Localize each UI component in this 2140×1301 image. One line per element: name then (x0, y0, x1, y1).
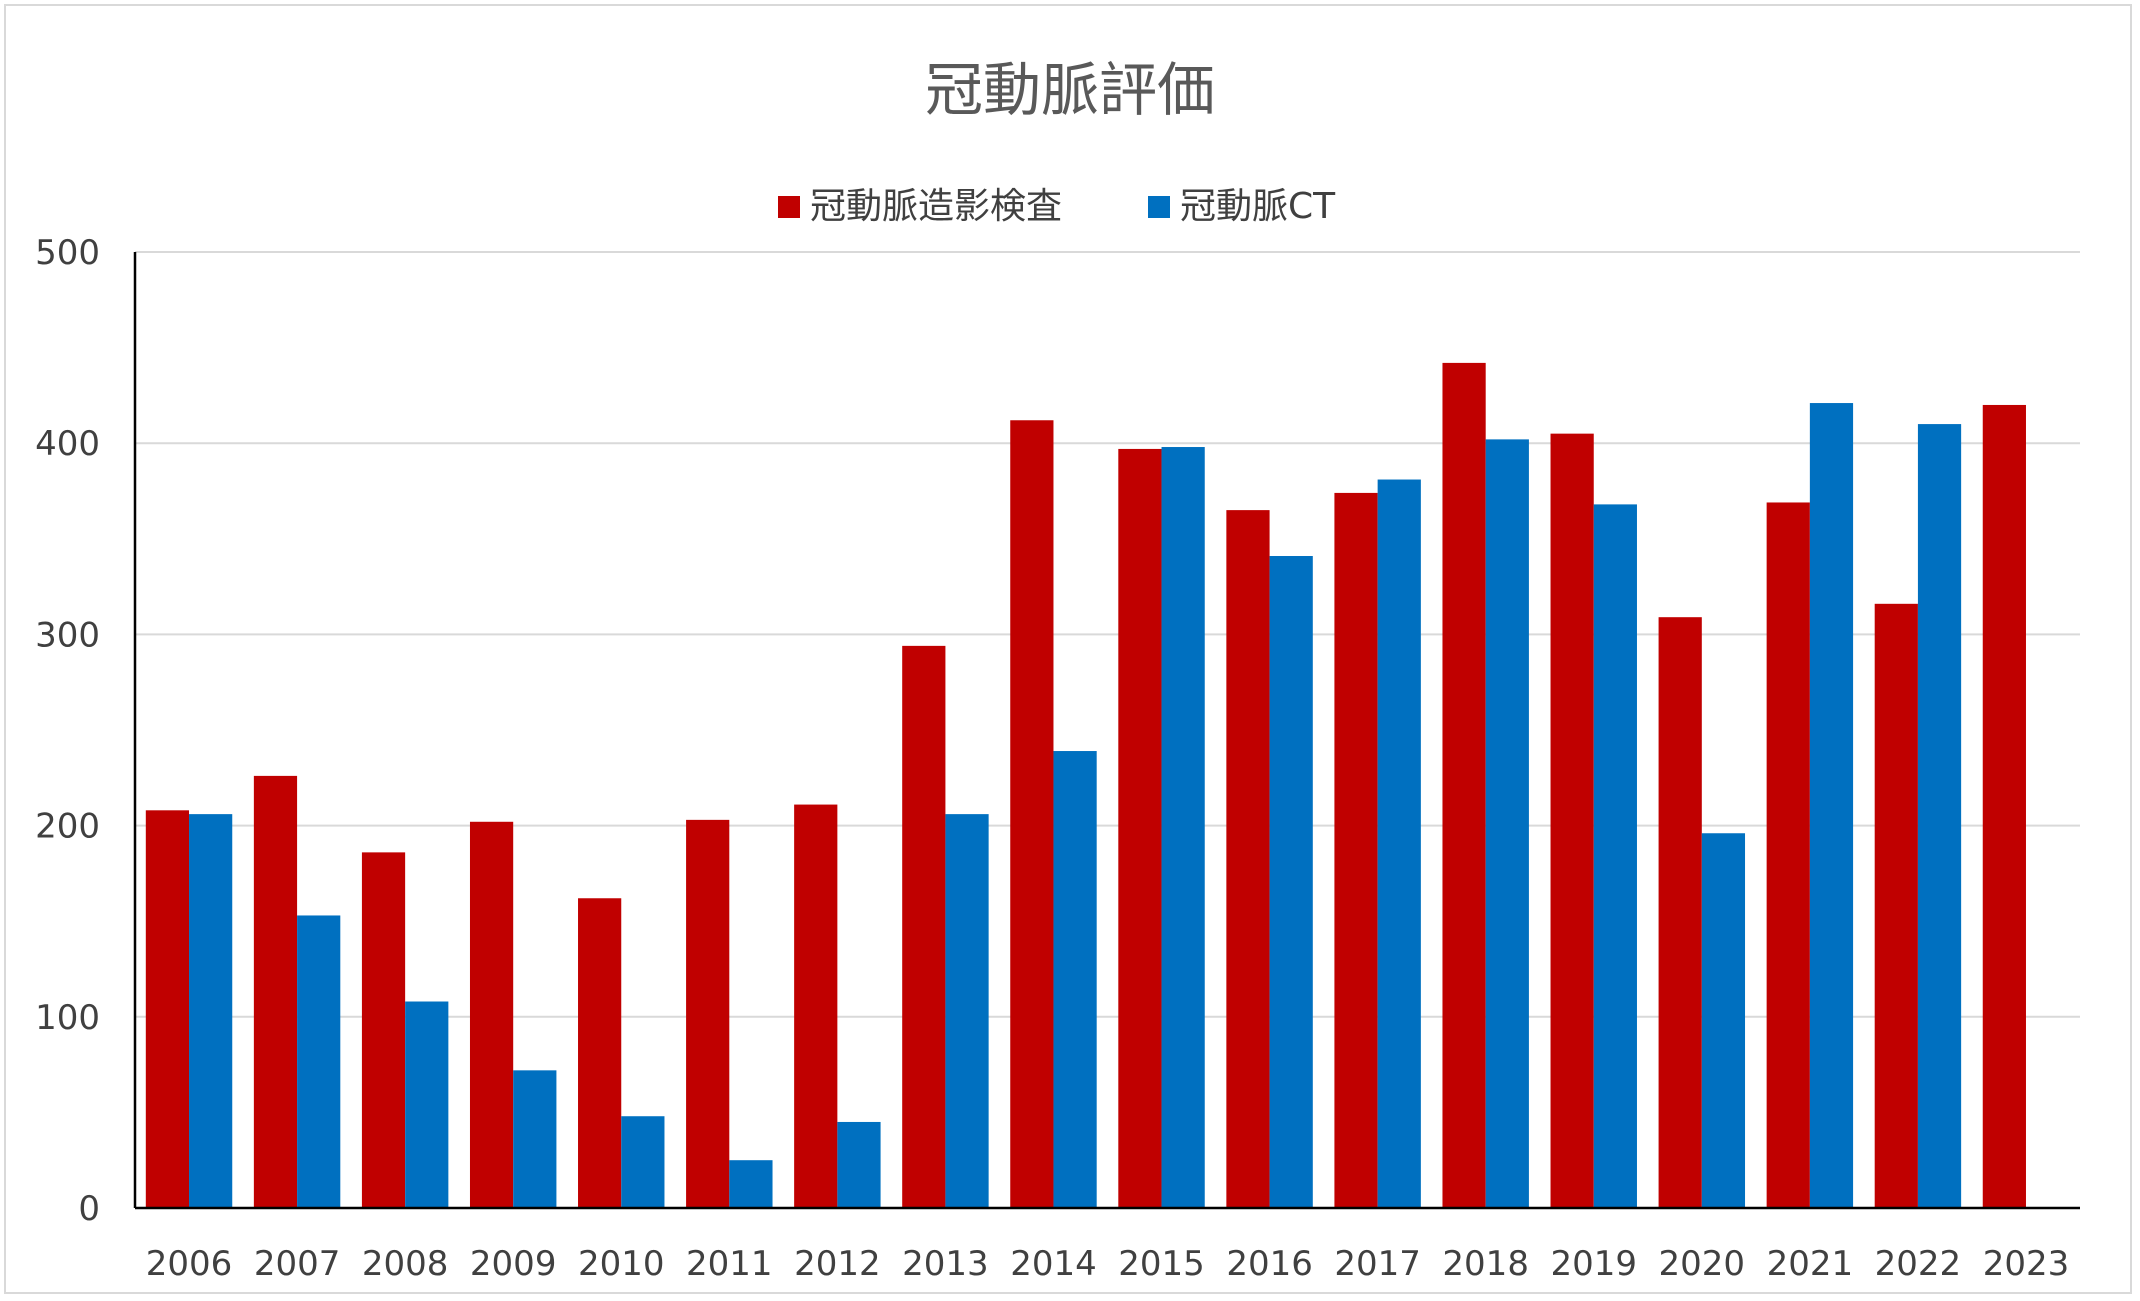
bar-angiography-2009 (469, 821, 514, 1208)
y-tick-label: 0 (78, 1189, 100, 1229)
x-tick-label: 2013 (902, 1244, 989, 1284)
x-tick-label: 2011 (686, 1244, 773, 1284)
legend-label: 冠動脈CT (1180, 186, 1336, 227)
x-tick-label: 2022 (1875, 1244, 1962, 1284)
bar-ct-2021 (1809, 403, 1854, 1209)
bar-angiography-2008 (361, 852, 406, 1208)
y-tick-label: 200 (35, 807, 100, 847)
x-axis-ticks: 2006 2007 2008 2009 2010 2011 2012 2013 2014 2015… (146, 1244, 2069, 1284)
bar-ct-2008 (405, 1001, 449, 1208)
x-tick-label: 2019 (1550, 1244, 1637, 1284)
bar-ct-2020 (1701, 833, 1746, 1208)
x-tick-label: 2014 (1010, 1244, 1097, 1284)
bar-angiography-2007 (253, 775, 298, 1208)
x-tick-label: 2006 (146, 1244, 233, 1284)
gridlines (135, 251, 2080, 1018)
legend-swatch (778, 196, 800, 218)
bar-angiography-2013 (902, 645, 946, 1208)
x-tick-label: 2021 (1767, 1244, 1854, 1284)
y-tick-label: 400 (35, 424, 100, 464)
bar-ct-2015 (1161, 447, 1205, 1208)
bar-angiography-2014 (1010, 420, 1054, 1209)
legend-label: 冠動脈造影検査 (810, 186, 1062, 227)
legend: 冠動脈造影検査 冠動脈CT (778, 186, 1336, 227)
x-tick-label: 2017 (1334, 1244, 1421, 1284)
axes (133, 252, 2080, 1210)
bar-angiography-2006 (145, 810, 190, 1208)
bars (145, 362, 2026, 1209)
x-tick-label: 2023 (1983, 1244, 2070, 1284)
x-tick-label: 2018 (1442, 1244, 1529, 1284)
y-axis-ticks: 0 100 200 300 400 500 (35, 233, 100, 1229)
bar-ct-2006 (189, 814, 233, 1208)
bar-angiography-2022 (1874, 603, 1918, 1208)
bar-ct-2017 (1377, 479, 1421, 1208)
bar-angiography-2017 (1334, 492, 1378, 1208)
bar-angiography-2019 (1550, 433, 1594, 1208)
x-tick-label: 2016 (1226, 1244, 1313, 1284)
bar-angiography-2010 (578, 898, 622, 1208)
bar-ct-2007 (297, 915, 341, 1208)
bar-angiography-2021 (1766, 502, 1810, 1208)
bar-ct-2012 (837, 1121, 881, 1208)
x-tick-label: 2010 (578, 1244, 665, 1284)
bar-ct-2016 (1269, 556, 1313, 1208)
x-tick-label: 2008 (362, 1244, 449, 1284)
y-tick-label: 100 (35, 998, 100, 1038)
bar-angiography-2012 (794, 804, 838, 1208)
bar-angiography-2018 (1442, 362, 1486, 1208)
chart-title: 冠動脈評価 (925, 56, 1215, 124)
bar-angiography-2016 (1226, 510, 1270, 1208)
x-tick-label: 2007 (254, 1244, 341, 1284)
bar-ct-2011 (729, 1160, 773, 1208)
bar-ct-2018 (1485, 439, 1529, 1209)
bar-angiography-2020 (1658, 617, 1702, 1208)
x-tick-label: 2012 (794, 1244, 881, 1284)
legend-swatch (1148, 196, 1170, 218)
bar-angiography-2023 (1982, 404, 2026, 1209)
bar-ct-2014 (1053, 751, 1097, 1208)
bar-ct-2009 (513, 1070, 557, 1208)
x-tick-label: 2020 (1659, 1244, 1746, 1284)
y-tick-label: 500 (35, 233, 100, 273)
bar-ct-2022 (1917, 424, 1962, 1209)
bar-angiography-2011 (686, 819, 730, 1208)
bar-angiography-2015 (1118, 448, 1162, 1208)
y-tick-label: 300 (35, 615, 100, 655)
bar-ct-2019 (1593, 504, 1637, 1208)
bar-ct-2010 (621, 1116, 665, 1208)
x-tick-label: 2009 (470, 1244, 557, 1284)
bar-ct-2013 (945, 814, 989, 1208)
x-tick-label: 2015 (1118, 1244, 1205, 1284)
